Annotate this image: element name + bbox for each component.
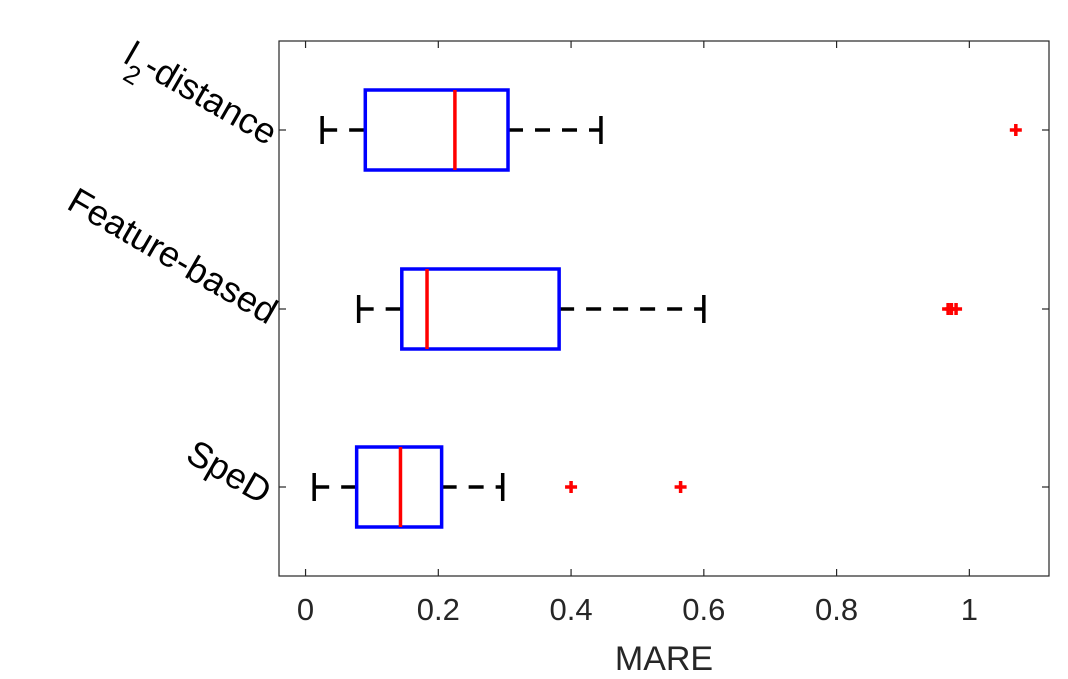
category-label: l2-distance xyxy=(112,33,285,164)
category-label: SpeD xyxy=(180,431,278,512)
x-tick-label: 0.8 xyxy=(815,592,858,627)
category-label-rest: -distance xyxy=(137,44,284,153)
x-tick-label: 1 xyxy=(961,592,978,627)
x-tick-label: 0.4 xyxy=(550,592,593,627)
iqr-box xyxy=(400,267,561,351)
box-group xyxy=(320,88,1022,172)
category-label-main: Feature-based xyxy=(61,179,284,332)
box-group xyxy=(312,445,687,529)
x-tick-label: 0.6 xyxy=(682,592,725,627)
x-tick-label: 0 xyxy=(297,592,314,627)
outlier-marker xyxy=(1009,124,1022,136)
iqr-box xyxy=(363,88,510,172)
outlier-marker xyxy=(565,481,578,493)
outlier-marker xyxy=(950,303,963,315)
x-axis-label: MARE xyxy=(615,640,713,678)
category-label: Feature-based xyxy=(61,179,284,332)
tick-layer: 0 0.2 0.4 0.6 0.8 1 xyxy=(279,41,1049,627)
x-tick-label: 0.2 xyxy=(417,592,460,627)
outlier-marker xyxy=(674,481,687,493)
category-label-main: SpeD xyxy=(180,431,278,512)
box-group xyxy=(356,267,963,351)
box-layer xyxy=(312,88,1022,529)
category-label-layer: l2-distance Feature-based SpeD xyxy=(61,33,284,512)
